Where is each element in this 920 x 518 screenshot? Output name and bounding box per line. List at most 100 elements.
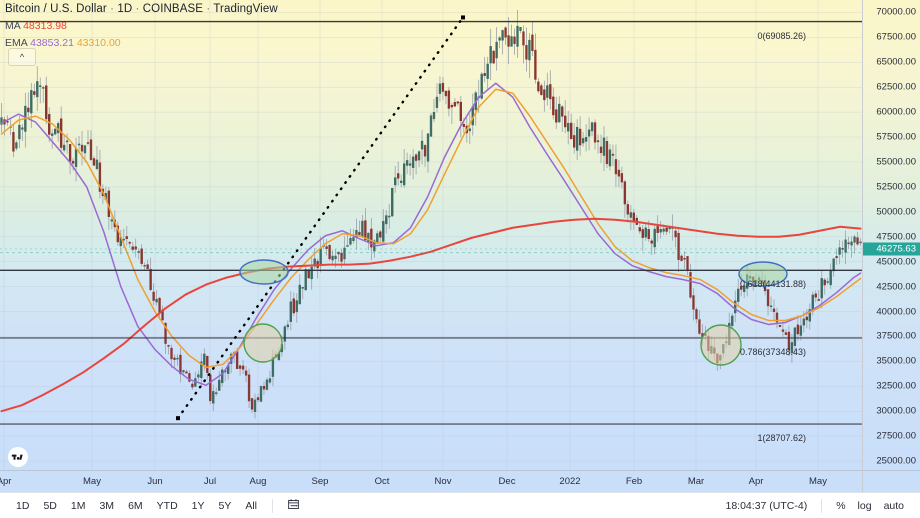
- candle-body: [441, 82, 445, 92]
- range-button-1d[interactable]: 1D: [16, 499, 30, 512]
- candle-body: [399, 180, 403, 183]
- price-tick: 32500.00: [876, 380, 916, 392]
- candle-body: [507, 35, 510, 47]
- range-button-3m[interactable]: 3M: [99, 499, 115, 512]
- candle-body: [77, 143, 81, 146]
- candle-body: [829, 270, 832, 286]
- trendline-anchor-point[interactable]: [461, 15, 465, 20]
- percent-scale-button[interactable]: %: [836, 499, 846, 512]
- candle-body: [432, 111, 436, 120]
- candle-body: [65, 140, 69, 143]
- log-scale-button[interactable]: log: [857, 499, 872, 512]
- axis-corner: [862, 470, 920, 492]
- candle-body: [379, 231, 382, 238]
- candle-body: [146, 264, 149, 270]
- candle-body: [555, 109, 558, 123]
- annotation-ellipse-aug-breakout[interactable]: [239, 259, 289, 285]
- candle-body: [286, 324, 290, 328]
- candle-body: [510, 36, 513, 47]
- candle-body: [623, 181, 627, 205]
- time-tick: Feb: [625, 476, 643, 487]
- candle-body: [116, 225, 119, 243]
- range-button-ytd[interactable]: YTD: [156, 499, 178, 512]
- annotation-ellipse-0618-retest[interactable]: [738, 261, 788, 287]
- candle-body: [483, 73, 486, 76]
- candle-body: [841, 248, 844, 250]
- candle-body: [30, 90, 33, 114]
- annotation-circle-0786-support[interactable]: [700, 324, 742, 366]
- chart-plot-area[interactable]: [0, 0, 862, 470]
- price-tick: 37500.00: [876, 330, 916, 342]
- candle-body: [295, 300, 298, 313]
- candle-body: [564, 115, 567, 128]
- symbol-name[interactable]: Bitcoin / U.S. Dollar: [5, 3, 107, 15]
- candle-body: [167, 345, 170, 347]
- range-button-1y[interactable]: 1Y: [191, 499, 205, 512]
- candle-body: [581, 138, 585, 144]
- indicator-name-ema: EMA: [5, 37, 28, 49]
- candle-body: [80, 144, 84, 152]
- indicator-value-ema-2: 43310.00: [76, 37, 121, 49]
- candle-body: [283, 326, 287, 342]
- price-axis[interactable]: 70000.00 67500.00 65000.00 62500.00 60000.00…: [862, 0, 920, 470]
- range-button-5d[interactable]: 5D: [43, 499, 57, 512]
- collapse-legend-button[interactable]: ^: [8, 48, 36, 66]
- calendar-range-button[interactable]: [281, 495, 306, 517]
- candle-body: [265, 379, 269, 390]
- candle-body: [522, 31, 525, 46]
- candle-body: [796, 324, 800, 335]
- candle-body: [149, 268, 152, 290]
- candle-body: [575, 126, 579, 151]
- candle-body: [468, 128, 471, 132]
- candle-body: [456, 101, 460, 104]
- candle-body: [590, 122, 594, 132]
- candle-body: [495, 41, 498, 59]
- trendline-anchor-point[interactable]: [176, 416, 180, 421]
- candle-body: [462, 123, 465, 127]
- auto-scale-button[interactable]: auto: [883, 499, 904, 512]
- candle-body: [611, 153, 615, 156]
- price-tick: 27500.00: [876, 430, 916, 442]
- candle-body: [540, 85, 543, 96]
- candle-body: [680, 255, 683, 261]
- candle-body: [686, 256, 689, 271]
- range-button-all[interactable]: All: [245, 499, 258, 512]
- candle-body: [543, 89, 546, 101]
- candle-body: [176, 357, 179, 360]
- candle-body: [328, 245, 331, 260]
- candle-body: [683, 257, 686, 260]
- clock-label[interactable]: 18:04:37 (UTC-4): [725, 499, 808, 512]
- trendline-dotted: [176, 16, 465, 420]
- time-tick: Mar: [687, 476, 705, 487]
- candle-body: [367, 232, 370, 242]
- symbol-title-line[interactable]: Bitcoin / U.S. Dollar · 1D · COINBASE · …: [5, 2, 278, 16]
- indicator-row-ma[interactable]: MA 48313.98: [5, 19, 278, 33]
- candle-body: [447, 90, 451, 109]
- candle-body: [659, 229, 662, 233]
- candle-body: [587, 129, 591, 137]
- candle-body: [844, 239, 847, 253]
- candle-body: [578, 128, 582, 146]
- annotation-circle-jul-support[interactable]: [243, 323, 283, 363]
- range-button-6m[interactable]: 6M: [128, 499, 143, 512]
- candle-body: [626, 204, 630, 215]
- candle-body: [790, 342, 794, 354]
- time-tick: Oct: [374, 476, 390, 487]
- exchange-label[interactable]: COINBASE: [142, 3, 204, 15]
- range-button-5y[interactable]: 5Y: [218, 499, 232, 512]
- candle-body: [48, 114, 51, 135]
- candle-body: [289, 301, 292, 322]
- indicator-row-ema[interactable]: EMA 43853.21 43310.00: [5, 36, 278, 50]
- candle-body: [241, 365, 245, 370]
- candle-body: [89, 139, 93, 160]
- title-separator-1: ·: [110, 3, 115, 15]
- candle-body: [820, 278, 823, 299]
- candle-body: [414, 154, 418, 161]
- interval-label[interactable]: 1D: [117, 3, 133, 15]
- candle-body: [298, 284, 301, 305]
- candle-body: [304, 269, 307, 291]
- candle-body: [200, 361, 203, 379]
- time-axis[interactable]: Apr May Jun Jul Aug Sep Oct Nov Dec 2022 Feb Mar Apr…: [0, 470, 862, 492]
- candle-body: [388, 215, 391, 218]
- range-button-1m[interactable]: 1M: [70, 499, 86, 512]
